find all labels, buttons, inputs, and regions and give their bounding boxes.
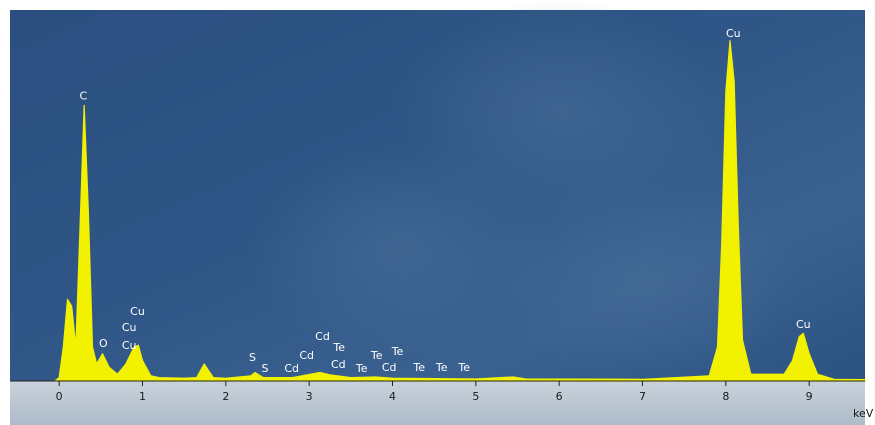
x-tick-label: 9 <box>806 390 813 403</box>
x-tick-label: 0 <box>56 390 63 403</box>
peak-label: Cu <box>796 318 811 331</box>
peak-label: Cd <box>382 361 397 374</box>
peak-label: S <box>262 362 269 375</box>
peak-label: Cu <box>726 27 741 40</box>
peak-label: Cu <box>130 305 145 318</box>
page: {"chart_data": { "type": "area", "xlabel… <box>0 0 875 425</box>
peak-label: Te <box>412 361 425 374</box>
peak-label: Te <box>355 362 368 375</box>
peak-label: Te <box>391 345 404 358</box>
x-tick-label: 8 <box>722 390 729 403</box>
peak-label: Cd <box>315 330 330 343</box>
texture <box>480 180 800 380</box>
axis-band <box>10 381 865 425</box>
x-tick-label: 2 <box>222 390 229 403</box>
peak-label: Cd <box>284 362 299 375</box>
x-tick-label: 3 <box>306 390 313 403</box>
peak-label: Cu <box>122 321 137 334</box>
peak-label: Te <box>457 361 470 374</box>
peak-label: Te <box>435 361 448 374</box>
peak-label: Te <box>332 341 345 354</box>
x-tick-label: 5 <box>472 390 479 403</box>
x-tick-label: 4 <box>389 390 396 403</box>
peak-label: Cu <box>122 339 137 352</box>
x-axis-label: keV <box>853 407 874 420</box>
peak-label: Te <box>370 349 383 362</box>
peak-label: Cd <box>331 358 346 371</box>
peak-label: O <box>99 337 108 350</box>
peak-label: C <box>79 89 87 102</box>
x-tick-label: 6 <box>556 390 563 403</box>
chart: keV 0123456789CCuCuOCuCuCuSSCdCdCdTeCdTe… <box>0 0 875 425</box>
peak-label: Cd <box>299 349 314 362</box>
x-tick-label: 7 <box>639 390 646 403</box>
peak-label: S <box>249 351 256 364</box>
x-tick-label: 1 <box>139 390 146 403</box>
